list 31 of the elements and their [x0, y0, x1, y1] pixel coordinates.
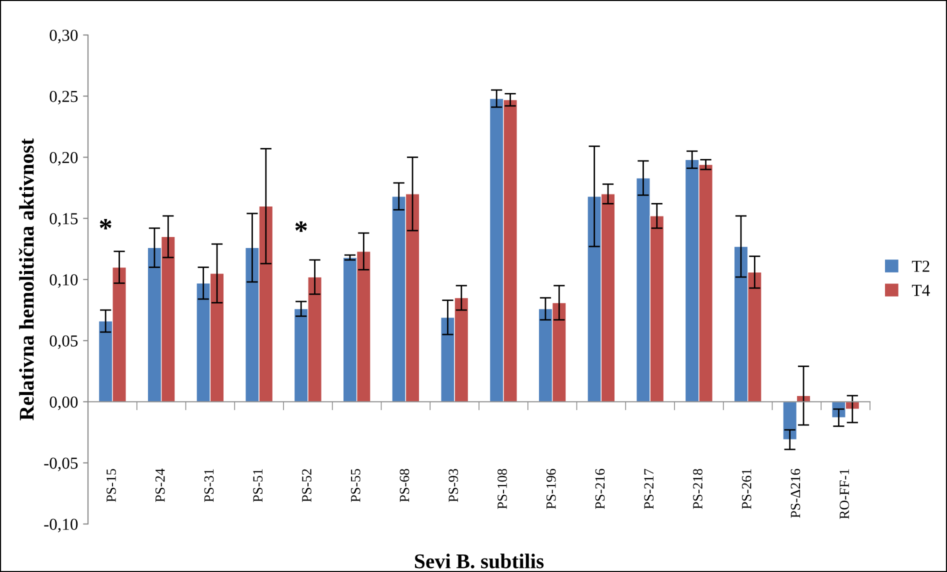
x-tick-label: PS-218 — [693, 468, 702, 509]
annotation: * — [295, 221, 307, 232]
y-tick-label: 0,10 — [50, 274, 78, 288]
y-tick-label: 0,15 — [50, 213, 78, 227]
x-tick-label: PS-52 — [302, 469, 312, 502]
legend-label: T4 — [912, 284, 930, 296]
y-tick-label: -0,05 — [44, 458, 78, 472]
x-tick-label: PS-261 — [742, 469, 752, 509]
x-tick-label: PS-93 — [448, 468, 458, 502]
y-tick-label: -0,10 — [44, 518, 78, 532]
x-tick-label: PS-24 — [155, 468, 165, 502]
y-tick-label: 0,20 — [50, 152, 78, 166]
x-tick-label: PS-216 — [595, 468, 605, 509]
x-tick-label: PS-108 — [498, 468, 507, 509]
y-tick-label: 0,05 — [50, 335, 78, 349]
x-tick-label: PS-31 — [204, 469, 214, 502]
legend-label: T2 — [912, 260, 930, 272]
x-tick-label: PS-51 — [253, 469, 263, 502]
x-axis-title: Sevi B. subtilis — [414, 554, 544, 568]
y-axis-title: Relativna hemolitična aktivnost — [18, 138, 34, 420]
x-tick-label: PS-196 — [546, 468, 556, 509]
x-tick-label: PS-55 — [350, 468, 360, 502]
x-tick-label: PS-217 — [644, 468, 654, 509]
annotation: * — [100, 218, 112, 230]
y-tick-label: 0,00 — [50, 396, 78, 410]
x-tick-label: RO-FF-1 — [840, 469, 850, 519]
y-tick-label: 0,30 — [50, 30, 78, 44]
y-tick-label: 0,25 — [50, 90, 78, 104]
x-tick-label: PS-15 — [106, 468, 116, 502]
x-tick-label: PS-Δ216 — [790, 468, 800, 518]
x-tick-label: PS-68 — [400, 468, 410, 502]
